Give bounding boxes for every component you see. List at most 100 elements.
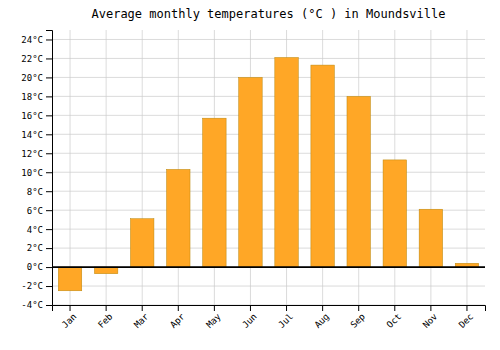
tick: Sep — [349, 305, 368, 330]
tick: -2°C — [21, 281, 52, 291]
tick: Aug — [312, 305, 331, 330]
tick-mark — [46, 286, 52, 287]
tick-mark — [250, 305, 251, 311]
tick-mark — [46, 39, 52, 40]
tick: 2°C — [27, 243, 52, 253]
tick-mark — [214, 305, 215, 311]
tick-mark — [394, 305, 395, 311]
tick-mark — [46, 77, 52, 78]
bars — [58, 58, 478, 291]
axis-line — [53, 306, 486, 312]
tick: 8°C — [27, 187, 52, 197]
bar — [347, 96, 370, 267]
grid-line — [52, 96, 485, 97]
tick-mark — [46, 305, 52, 306]
tick-mark — [358, 305, 359, 311]
tick: Jul — [276, 305, 295, 330]
tick: Nov — [421, 305, 440, 330]
grid-line — [52, 267, 485, 268]
bar — [311, 65, 334, 267]
grid-line — [52, 286, 485, 287]
tick: May — [204, 305, 223, 330]
tick-label: 20°C — [21, 73, 43, 83]
tick-label: 14°C — [21, 130, 43, 140]
tick: 12°C — [21, 149, 52, 159]
axis-line — [46, 31, 53, 306]
tick: 22°C — [21, 54, 52, 64]
tick-label: 12°C — [21, 149, 43, 159]
zero-line — [52, 266, 485, 268]
tick-label: 10°C — [21, 168, 43, 178]
tick: Oct — [385, 305, 404, 330]
tick-label: 16°C — [21, 111, 43, 121]
grid-line — [52, 39, 485, 40]
tick-mark — [466, 305, 467, 311]
tick-label: Feb — [96, 311, 115, 330]
grid-line — [52, 115, 485, 116]
tick-label: Jul — [276, 311, 295, 330]
bar — [94, 267, 117, 274]
tick-mark — [46, 58, 52, 59]
tick-label: Dec — [457, 311, 476, 330]
tick-label: 0°C — [27, 262, 43, 272]
tick-mark — [46, 191, 52, 192]
tick-label: 18°C — [21, 92, 43, 102]
tick: 6°C — [27, 206, 52, 216]
tick-mark — [430, 305, 431, 311]
tick: 0°C — [27, 262, 52, 272]
tick-mark — [46, 267, 52, 268]
tick: Feb — [96, 305, 115, 330]
tick: 4°C — [27, 225, 52, 235]
tick-mark — [142, 305, 143, 311]
tick-mark — [322, 305, 323, 311]
tick: 24°C — [21, 35, 52, 45]
tick-label: Sep — [349, 311, 368, 330]
tick-label: Mar — [132, 311, 151, 330]
tick-label: Jan — [60, 311, 79, 330]
bar — [275, 58, 298, 268]
tick-mark — [286, 305, 287, 311]
tick-label: -2°C — [21, 281, 43, 291]
tick-mark — [46, 115, 52, 116]
tick-label: 2°C — [27, 243, 43, 253]
grid-line — [52, 172, 485, 173]
tick-mark — [46, 134, 52, 135]
tick-mark — [46, 210, 52, 211]
chart: -4°C-2°C0°C2°C4°C6°C8°C10°C12°C14°C16°C1… — [0, 0, 500, 350]
tick-label: Oct — [385, 311, 404, 330]
tick-mark — [46, 172, 52, 173]
tick-label: Apr — [168, 311, 187, 330]
bar — [203, 118, 226, 267]
grid-line — [52, 58, 485, 59]
tick-label: 6°C — [27, 206, 43, 216]
tick: Dec — [457, 305, 476, 330]
bar — [419, 209, 442, 267]
bar — [383, 160, 406, 267]
grid-line — [52, 191, 485, 192]
tick: Jan — [60, 305, 79, 330]
bar — [167, 169, 190, 267]
tick-label: 22°C — [21, 54, 43, 64]
tick-mark — [178, 305, 179, 311]
tick-label: Aug — [312, 311, 331, 330]
tick: 20°C — [21, 73, 52, 83]
grid-line — [106, 30, 107, 305]
tick: 10°C — [21, 168, 52, 178]
tick-mark — [70, 305, 71, 311]
tick-label: 4°C — [27, 225, 43, 235]
grid-line — [52, 77, 485, 78]
tick: Jun — [240, 305, 259, 330]
bar — [58, 267, 81, 291]
tick: 14°C — [21, 130, 52, 140]
tick-label: Nov — [421, 311, 440, 330]
title: Average monthly temperatures (°C ) in Mo… — [91, 7, 445, 21]
tick: 16°C — [21, 111, 52, 121]
plot: -4°C-2°C0°C2°C4°C6°C8°C10°C12°C14°C16°C1… — [21, 30, 485, 330]
tick: 18°C — [21, 92, 52, 102]
tick-mark — [46, 229, 52, 230]
tick-label: 8°C — [27, 187, 43, 197]
tick-mark — [46, 96, 52, 97]
tick: Mar — [132, 305, 151, 330]
tick-mark — [106, 305, 107, 311]
tick-mark — [46, 248, 52, 249]
